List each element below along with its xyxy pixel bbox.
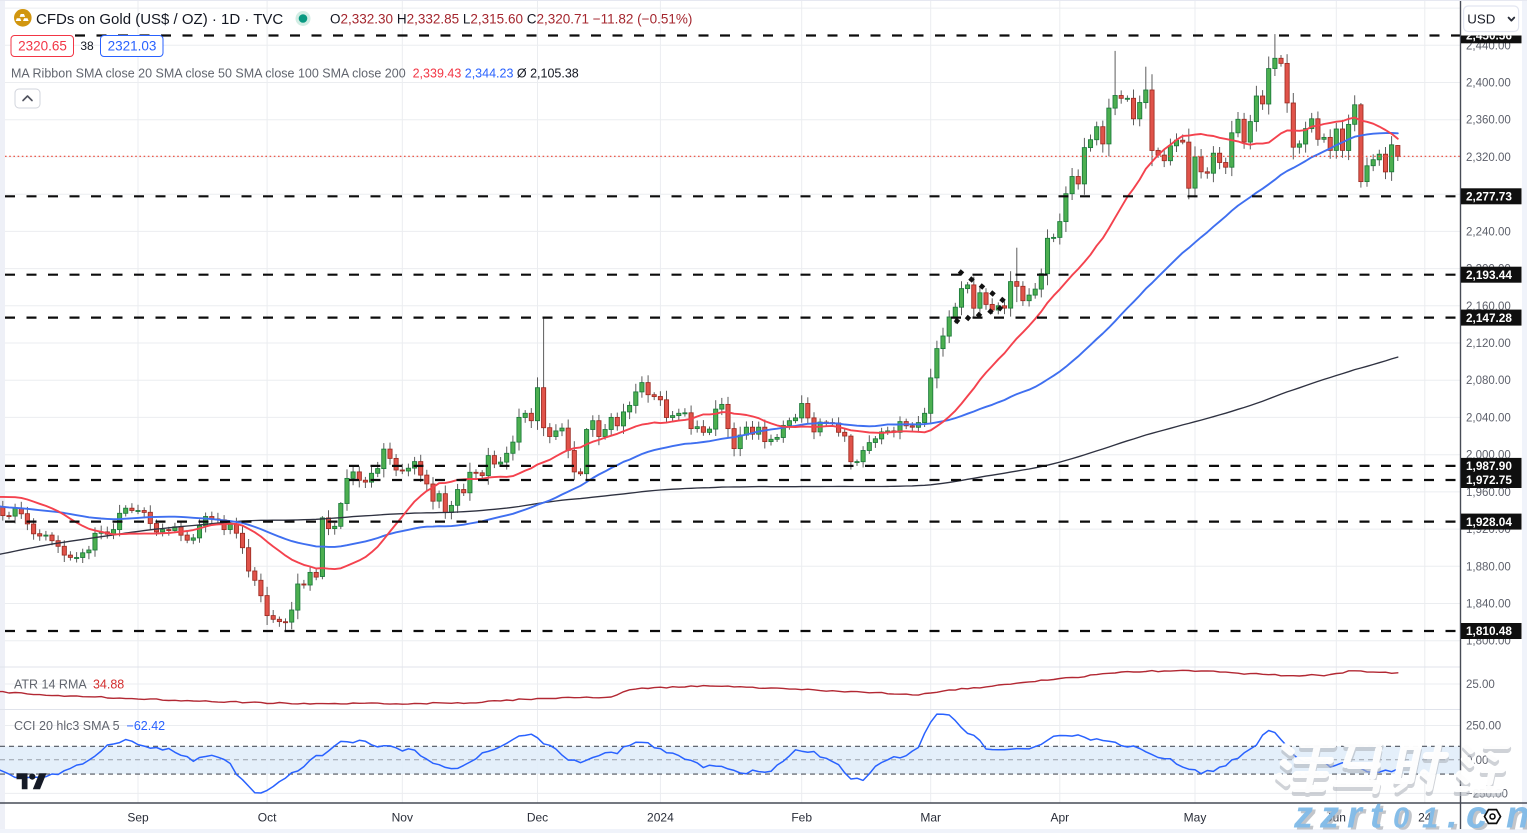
svg-text:2,080.00: 2,080.00 <box>1466 375 1511 387</box>
svg-text:z: z <box>1322 797 1342 833</box>
svg-text:Dec: Dec <box>527 811 548 825</box>
svg-text:250.00: 250.00 <box>1466 721 1501 733</box>
svg-text:1,840.00: 1,840.00 <box>1466 599 1511 611</box>
svg-text:1: 1 <box>1422 803 1438 833</box>
svg-text:CFDs on Gold (US$ / OZ) · 1D ·: CFDs on Gold (US$ / OZ) · 1D · TVC <box>36 11 283 28</box>
svg-text:r: r <box>1347 795 1364 833</box>
svg-text:Jun: Jun <box>1327 811 1346 825</box>
svg-text:25.00: 25.00 <box>1466 679 1495 691</box>
svg-text:CCI 20 hlc3 SMA 5 −62.42: CCI 20 hlc3 SMA 5 −62.42 <box>14 719 165 733</box>
svg-text:2,040.00: 2,040.00 <box>1466 412 1511 424</box>
svg-text:.: . <box>1447 795 1458 833</box>
svg-text:c: c <box>1469 797 1490 833</box>
svg-text:2,120.00: 2,120.00 <box>1466 338 1511 350</box>
svg-text:0: 0 <box>1396 805 1412 833</box>
svg-text:2,147.28: 2,147.28 <box>1466 311 1512 325</box>
svg-text:1,972.75: 1,972.75 <box>1466 473 1512 487</box>
svg-text:0: 0 <box>1393 803 1409 833</box>
svg-text:z: z <box>1293 795 1313 833</box>
svg-text:1,928.04: 1,928.04 <box>1466 515 1512 529</box>
svg-text:2,240.00: 2,240.00 <box>1466 226 1511 238</box>
svg-text:24: 24 <box>1418 811 1432 825</box>
svg-text:Oct: Oct <box>258 811 277 825</box>
svg-text:r: r <box>1350 797 1367 833</box>
svg-text:2321.03: 2321.03 <box>108 39 157 54</box>
svg-text:1: 1 <box>1425 805 1441 833</box>
svg-text:n: n <box>1509 797 1527 833</box>
svg-text:2,193.44: 2,193.44 <box>1466 268 1512 282</box>
svg-text:2320.65: 2320.65 <box>18 39 67 54</box>
svg-text:May: May <box>1184 811 1207 825</box>
svg-text:2,320.00: 2,320.00 <box>1466 152 1511 164</box>
svg-text:MA Ribbon SMA close 20 SMA clo: MA Ribbon SMA close 20 SMA close 50 SMA … <box>11 67 579 81</box>
svg-text:2024: 2024 <box>647 811 674 825</box>
svg-text:Nov: Nov <box>392 811 413 825</box>
svg-text:2,277.73: 2,277.73 <box>1466 190 1512 204</box>
svg-text:Sep: Sep <box>127 811 149 825</box>
svg-text:z: z <box>1296 797 1316 833</box>
svg-text:z: z <box>1319 795 1339 833</box>
svg-text:O2,332.30 H2,332.85 L2,315.60: O2,332.30 H2,332.85 L2,315.60 C2,320.71 … <box>330 12 692 27</box>
svg-text:t: t <box>1373 797 1387 833</box>
svg-text:38: 38 <box>80 39 94 53</box>
svg-text:c: c <box>1466 795 1487 833</box>
svg-text:USD: USD <box>1467 11 1495 26</box>
svg-text:2,400.00: 2,400.00 <box>1466 78 1511 90</box>
svg-text:1,810.48: 1,810.48 <box>1466 624 1512 638</box>
svg-text:1,880.00: 1,880.00 <box>1466 561 1511 573</box>
svg-text:Feb: Feb <box>791 811 812 825</box>
svg-text:1,960.00: 1,960.00 <box>1466 487 1511 499</box>
svg-text:.: . <box>1450 797 1461 833</box>
svg-text:2,360.00: 2,360.00 <box>1466 115 1511 127</box>
svg-text:t: t <box>1370 795 1384 833</box>
svg-text:Apr: Apr <box>1050 811 1069 825</box>
svg-text:2,450.56: 2,450.56 <box>1466 29 1512 43</box>
svg-text:ATR 14 RMA 34.88: ATR 14 RMA 34.88 <box>14 678 124 692</box>
svg-text:n: n <box>1506 795 1527 833</box>
svg-text:Mar: Mar <box>920 811 941 825</box>
svg-text:1,987.90: 1,987.90 <box>1466 459 1512 473</box>
